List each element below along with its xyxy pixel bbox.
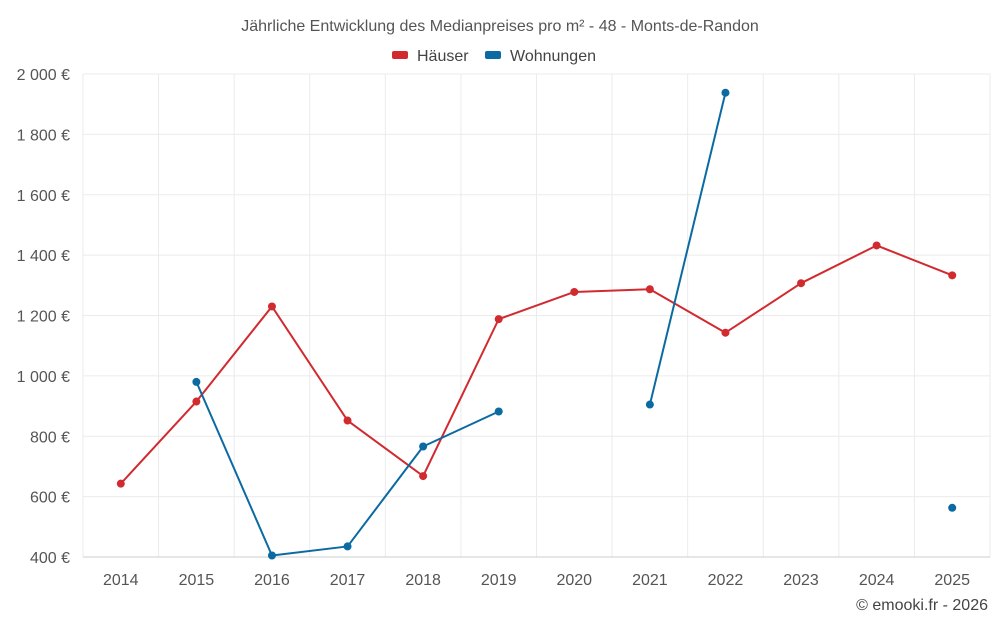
- data-point-wohnungen[interactable]: [419, 442, 428, 451]
- x-tick-label: 2017: [330, 572, 366, 589]
- x-tick-label: 2014: [103, 572, 139, 589]
- legend-item-haeuser[interactable]: Häuser: [392, 48, 469, 65]
- data-point-haeuser[interactable]: [419, 472, 428, 481]
- data-point-wohnungen[interactable]: [494, 407, 503, 416]
- series-line-haeuser: [120, 244, 953, 485]
- y-tick-label: 600 €: [30, 490, 70, 507]
- x-tick-label: 2020: [556, 572, 592, 589]
- data-point-haeuser[interactable]: [948, 271, 957, 280]
- x-tick-label: 2015: [179, 572, 215, 589]
- y-tick-label: 1 600 €: [17, 188, 70, 205]
- legend: Häuser Wohnungen: [392, 48, 596, 65]
- x-axis-tick-labels: 2014 2015 2016 2017 2018 2019 2020 2021 2022 2023…: [103, 572, 970, 589]
- data-point-haeuser[interactable]: [570, 287, 579, 296]
- data-point-haeuser[interactable]: [797, 279, 806, 288]
- credit-text: © emooki.fr - 2026: [856, 597, 988, 614]
- data-point-haeuser[interactable]: [192, 397, 201, 406]
- x-tick-label: 2019: [481, 572, 517, 589]
- data-point-haeuser[interactable]: [645, 285, 654, 294]
- legend-swatch-wohnungen: [485, 51, 501, 59]
- y-tick-label: 1 400 €: [17, 248, 70, 265]
- data-point-wohnungen[interactable]: [267, 551, 276, 560]
- x-tick-label: 2018: [405, 572, 441, 589]
- data-point-wohnungen[interactable]: [192, 377, 201, 386]
- series-line-wohnungen: [648, 92, 727, 405]
- x-tick-label: 2024: [859, 572, 895, 589]
- data-point-wohnungen[interactable]: [343, 542, 352, 551]
- x-gridlines: [82, 74, 991, 557]
- series-haeuser: [116, 241, 957, 488]
- chart-title: Jährliche Entwicklung des Medianpreises …: [241, 18, 759, 35]
- data-point-haeuser[interactable]: [494, 315, 503, 324]
- legend-item-wohnungen[interactable]: Wohnungen: [485, 48, 596, 65]
- data-point-wohnungen[interactable]: [645, 400, 654, 409]
- x-tick-label: 2022: [708, 572, 744, 589]
- legend-label-wohnungen: Wohnungen: [510, 48, 596, 65]
- data-point-haeuser[interactable]: [267, 302, 276, 311]
- data-point-wohnungen[interactable]: [721, 88, 730, 97]
- legend-swatch-haeuser: [392, 51, 408, 59]
- data-point-haeuser[interactable]: [721, 328, 730, 337]
- legend-label-haeuser: Häuser: [417, 48, 469, 65]
- x-tick-label: 2016: [254, 572, 290, 589]
- series-line-wohnungen: [195, 381, 500, 557]
- data-point-haeuser[interactable]: [116, 479, 125, 488]
- x-tick-label: 2023: [783, 572, 819, 589]
- y-tick-label: 2 000 €: [17, 67, 70, 84]
- y-tick-label: 800 €: [30, 429, 70, 446]
- data-point-haeuser[interactable]: [872, 241, 881, 250]
- y-tick-label: 1 800 €: [17, 127, 70, 144]
- y-axis-tick-labels: 400 € 600 € 800 € 1 000 € 1 200 € 1 400 € 1 60…: [17, 67, 70, 567]
- series-wohnungen: [192, 88, 957, 560]
- data-point-haeuser[interactable]: [343, 416, 352, 425]
- y-tick-label: 400 €: [30, 550, 70, 567]
- y-tick-label: 1 000 €: [17, 369, 70, 386]
- series-layer: [116, 88, 957, 560]
- data-point-wohnungen[interactable]: [948, 503, 957, 512]
- x-tick-label: 2025: [934, 572, 970, 589]
- y-tick-label: 1 200 €: [17, 309, 70, 326]
- x-tick-label: 2021: [632, 572, 668, 589]
